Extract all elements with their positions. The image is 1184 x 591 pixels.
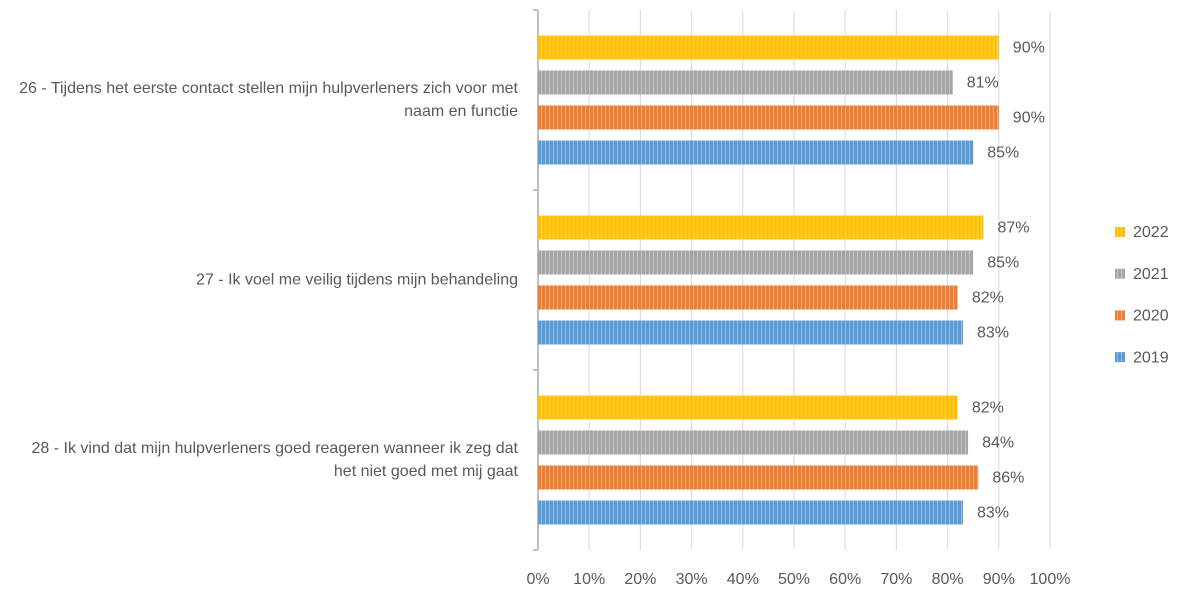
x-tick-label: 80% [932, 571, 964, 588]
x-tick-label: 30% [676, 571, 708, 588]
bar [538, 430, 969, 455]
bar [538, 320, 963, 345]
legend-swatch [1115, 268, 1125, 279]
category-label: 28 - Ik vind dat mijn hulpverleners goed… [31, 440, 518, 480]
x-tick-label: 90% [983, 571, 1015, 588]
bar [538, 500, 963, 525]
data-label: 82% [972, 290, 1004, 307]
legend-swatch [1115, 352, 1125, 363]
x-tick-label: 10% [573, 571, 605, 588]
bar [538, 70, 953, 95]
data-label: 87% [997, 220, 1029, 237]
x-tick-label: 60% [829, 571, 861, 588]
data-label: 84% [982, 435, 1014, 452]
x-tick-label: 20% [624, 571, 656, 588]
data-label: 81% [967, 75, 999, 92]
data-label: 82% [972, 400, 1004, 417]
bar [538, 105, 999, 130]
category-label: 27 - Ik voel me veilig tijdens mijn beha… [196, 271, 518, 289]
category-label: 26 - Tijdens het eerste contact stellen … [19, 80, 518, 120]
legend-label: 2020 [1133, 308, 1169, 325]
legend-label: 2021 [1133, 266, 1169, 283]
x-tick-label: 0% [526, 571, 549, 588]
data-label: 83% [977, 325, 1009, 342]
bar [538, 215, 984, 240]
bar [538, 250, 974, 275]
data-label: 90% [1013, 110, 1045, 127]
data-label: 83% [977, 505, 1009, 522]
x-tick-label: 40% [727, 571, 759, 588]
bar [538, 465, 979, 490]
data-label: 86% [992, 470, 1024, 487]
bar [538, 140, 974, 165]
x-tick-label: 70% [880, 571, 912, 588]
legend-label: 2022 [1133, 224, 1169, 241]
legend-label: 2019 [1133, 349, 1169, 366]
bar [538, 35, 999, 60]
data-label: 85% [987, 145, 1019, 162]
data-label: 85% [987, 255, 1019, 272]
bar [538, 395, 958, 420]
x-tick-label: 50% [778, 571, 810, 588]
legend-swatch [1115, 310, 1125, 321]
x-tick-label: 100% [1030, 571, 1071, 588]
bar [538, 285, 958, 310]
data-label: 90% [1013, 40, 1045, 57]
legend-swatch [1115, 227, 1125, 237]
